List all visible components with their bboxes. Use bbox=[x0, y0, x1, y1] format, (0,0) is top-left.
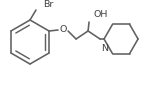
Text: N: N bbox=[102, 44, 109, 53]
Text: Br: Br bbox=[43, 0, 53, 9]
Text: OH: OH bbox=[93, 10, 107, 19]
Text: O: O bbox=[59, 25, 67, 34]
